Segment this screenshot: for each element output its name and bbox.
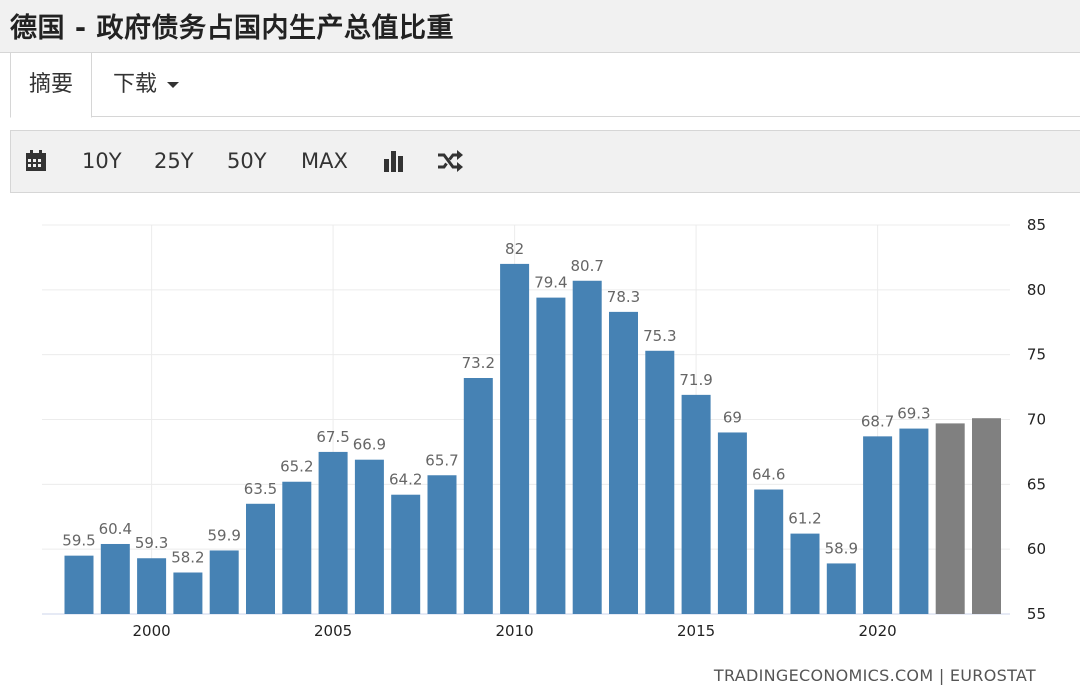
shuffle-icon [438, 150, 463, 172]
x-tick-label: 2020 [859, 622, 897, 640]
y-axis: 55 60 65 70 75 80 85 [1027, 216, 1046, 623]
chart-area: 59.5 60.4 59.3 58.2 59.9 63.5 65.2 67.5 66.9 64.2… [0, 195, 1080, 693]
bar [246, 503, 275, 614]
x-tick-label: 2000 [133, 622, 171, 640]
x-tick-label: 2005 [314, 622, 352, 640]
data-label: 73.2 [462, 354, 495, 372]
data-label: 82 [505, 240, 524, 258]
data-label: 64.6 [752, 466, 785, 484]
bar [899, 428, 929, 614]
bar [354, 459, 384, 614]
data-label: 58.9 [825, 539, 858, 557]
tab-bar: 摘要 下载 [10, 53, 1080, 118]
data-label: 80.7 [570, 257, 603, 275]
data-label: 60.4 [99, 520, 132, 538]
data-label: 61.2 [788, 510, 821, 528]
y-tick-label: 70 [1027, 411, 1046, 429]
data-label: 71.9 [679, 371, 712, 389]
bar [645, 350, 675, 614]
x-tick-label: 2010 [496, 622, 534, 640]
y-tick-label: 85 [1027, 216, 1046, 234]
data-label: 59.9 [207, 526, 240, 544]
data-label: 79.4 [534, 274, 567, 292]
y-tick-label: 80 [1027, 281, 1046, 299]
range-10y-button[interactable]: 10Y [82, 149, 122, 173]
data-label: 66.9 [353, 436, 386, 454]
range-50y-button[interactable]: 50Y [227, 149, 267, 173]
data-label: 59.3 [135, 534, 168, 552]
bar [137, 558, 167, 614]
bar [717, 432, 747, 614]
y-tick-label: 55 [1027, 605, 1046, 623]
bar [282, 481, 312, 614]
chart-toolbar: 10Y 25Y 50Y MAX [10, 130, 1080, 193]
calendar-icon [26, 150, 46, 171]
data-label: 59.5 [62, 532, 95, 550]
data-label: 63.5 [244, 480, 277, 498]
bar [790, 533, 820, 614]
range-25y-button[interactable]: 25Y [154, 149, 194, 173]
bar-chart-icon [384, 151, 403, 172]
data-label: 68.7 [861, 412, 894, 430]
data-label: 58.2 [171, 549, 204, 567]
data-label: 75.3 [643, 327, 676, 345]
title-bar: 德国 - 政府债务占国内生产总值比重 [0, 0, 1080, 53]
data-label: 69 [723, 408, 742, 426]
bar [427, 475, 457, 614]
bar [209, 550, 239, 614]
data-label: 69.3 [897, 405, 930, 423]
bar-forecast [935, 423, 965, 614]
tab-summary[interactable]: 摘要 [10, 53, 92, 118]
bar [609, 311, 638, 614]
y-tick-label: 65 [1027, 475, 1046, 493]
bar-chart: 59.560.459.358.259.9 63.565.267.5 66.964.2… [42, 216, 1046, 640]
bar [681, 394, 711, 614]
chart-data-labels: 59.560.459.358.259.9 63.565.267.5 66.964.2… [62, 240, 930, 567]
bar [318, 451, 348, 614]
x-axis: 2000 2005 2010 2015 2020 [133, 622, 897, 640]
tab-download[interactable]: 下载 [113, 53, 180, 116]
bar [863, 436, 893, 614]
caret-down-icon [167, 82, 180, 88]
page-title: 德国 - 政府债务占国内生产总值比重 [10, 13, 455, 44]
data-label: 65.7 [425, 451, 458, 469]
bar [500, 263, 530, 614]
range-max-button[interactable]: MAX [301, 149, 348, 173]
bar [536, 297, 566, 614]
source-credit: TRADINGECONOMICS.COM | EUROSTAT [713, 666, 1036, 685]
data-label: 64.2 [389, 471, 422, 489]
bar [463, 378, 493, 614]
bar [100, 543, 130, 614]
data-label: 67.5 [316, 428, 349, 446]
bar [391, 494, 421, 614]
x-tick-label: 2015 [677, 622, 715, 640]
chart-bars [64, 263, 1001, 614]
bar [826, 563, 856, 614]
y-tick-label: 75 [1027, 346, 1046, 364]
data-label: 65.2 [280, 458, 313, 476]
bar [754, 489, 784, 614]
tab-download-label: 下载 [113, 72, 158, 97]
bar [64, 555, 94, 614]
bar-forecast [972, 418, 1001, 614]
y-tick-label: 60 [1027, 540, 1046, 558]
bar [173, 572, 203, 614]
data-label: 78.3 [607, 288, 640, 306]
bar [572, 280, 602, 614]
